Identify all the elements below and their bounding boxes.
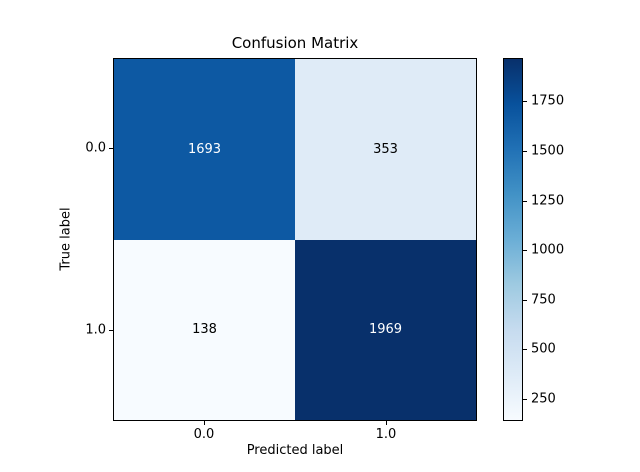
colorbar-tick-label-4: 1250 — [531, 193, 565, 209]
colorbar-tick-mark-3 — [523, 250, 527, 252]
cell-value: 1693 — [187, 141, 222, 157]
colorbar-gradient — [503, 58, 523, 421]
colorbar-tick-label-2: 750 — [531, 292, 556, 308]
colorbar-tick-mark-6 — [523, 101, 527, 103]
matrix-cell-1-0: 138 — [114, 239, 295, 420]
cell-value: 353 — [373, 141, 398, 157]
x-axis-label: Predicted label — [246, 443, 344, 458]
matrix-cell-1-1: 1969 — [295, 239, 476, 420]
x-tick-label-0: 0.0 — [193, 427, 215, 442]
colorbar-tick-label-5: 1500 — [531, 143, 565, 159]
matrix-cell-0-0: 1693 — [114, 59, 295, 240]
y-tick-label-1: 1.0 — [85, 322, 106, 338]
colorbar-tick-mark-2 — [523, 299, 527, 301]
chart-title: Confusion Matrix — [231, 34, 359, 52]
cell-value: 1969 — [368, 322, 403, 338]
colorbar-tick-mark-0 — [523, 398, 527, 400]
heatmap-axes: 1693 353 138 1969 — [113, 58, 477, 421]
x-tick-mark-1 — [386, 421, 387, 425]
matrix-cell-0-1: 353 — [295, 59, 476, 240]
y-axis-label: True label — [58, 207, 74, 271]
y-tick-mark-1 — [109, 330, 113, 331]
colorbar-tick-label-1: 500 — [531, 341, 556, 357]
cell-value: 138 — [192, 322, 217, 338]
y-tick-label-0: 0.0 — [85, 140, 106, 156]
colorbar-tick-mark-5 — [523, 150, 527, 152]
y-tick-mark-0 — [109, 148, 113, 149]
x-tick-mark-0 — [204, 421, 205, 425]
heatmap-grid: 1693 353 138 1969 — [114, 59, 476, 420]
colorbar-tick-mark-1 — [523, 349, 527, 351]
colorbar-tick-label-6: 1750 — [531, 93, 565, 109]
colorbar-tick-label-0: 250 — [531, 391, 556, 407]
colorbar-tick-label-3: 1000 — [531, 242, 565, 258]
colorbar-tick-mark-4 — [523, 200, 527, 202]
colorbar-ticks: 250 500 750 1000 1250 1500 1750 — [523, 58, 583, 421]
x-tick-label-1: 1.0 — [375, 427, 397, 442]
